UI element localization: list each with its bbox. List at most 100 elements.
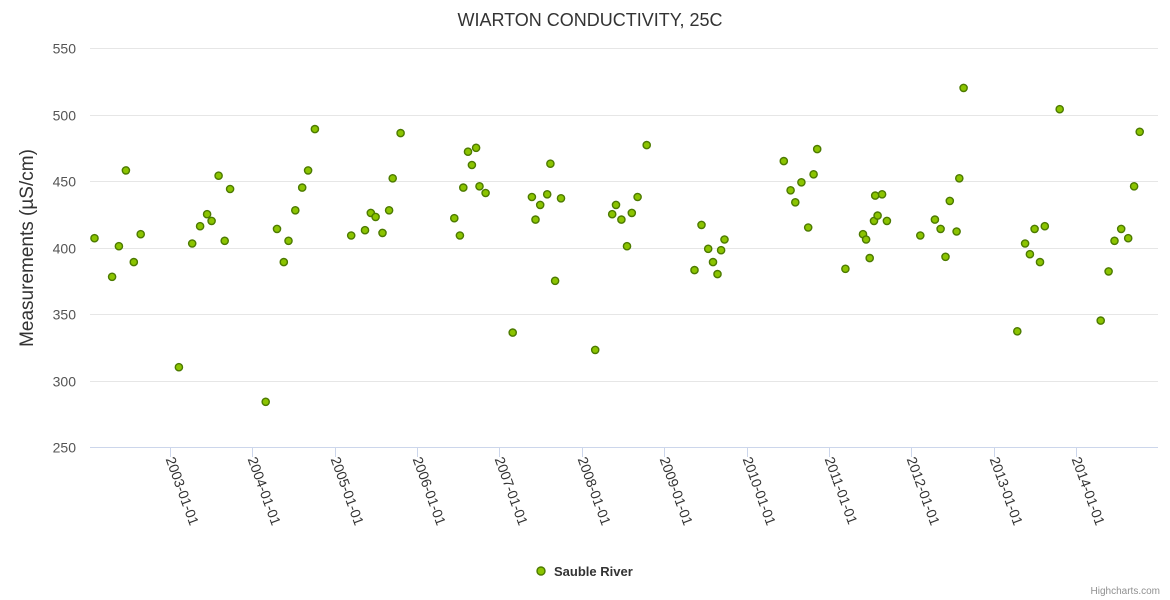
- data-point[interactable]: [797, 177, 806, 187]
- data-point[interactable]: [873, 211, 882, 220]
- data-point[interactable]: [1123, 233, 1133, 243]
- data-point[interactable]: [1020, 239, 1030, 248]
- data-point[interactable]: [627, 208, 637, 218]
- data-point[interactable]: [114, 241, 124, 251]
- data-point[interactable]: [916, 231, 925, 240]
- data-point[interactable]: [384, 205, 394, 215]
- data-point[interactable]: [1104, 267, 1113, 276]
- data-point[interactable]: [791, 197, 800, 207]
- data-point[interactable]: [303, 166, 313, 175]
- data-point[interactable]: [378, 228, 387, 238]
- data-point[interactable]: [396, 128, 405, 138]
- legend[interactable]: Sauble River: [536, 564, 633, 579]
- data-point[interactable]: [1030, 224, 1039, 234]
- data-point[interactable]: [371, 212, 380, 222]
- data-point[interactable]: [882, 216, 892, 226]
- data-point[interactable]: [617, 215, 626, 224]
- data-point[interactable]: [225, 184, 235, 194]
- data-point[interactable]: [187, 239, 197, 248]
- data-point[interactable]: [463, 147, 473, 156]
- data-point[interactable]: [690, 265, 699, 275]
- data-point[interactable]: [1116, 224, 1126, 234]
- data-point[interactable]: [136, 229, 145, 239]
- data-point[interactable]: [346, 231, 356, 240]
- data-point[interactable]: [220, 236, 229, 246]
- data-point[interactable]: [535, 200, 545, 210]
- data-point[interactable]: [930, 215, 940, 224]
- data-point[interactable]: [877, 189, 887, 199]
- data-point[interactable]: [310, 124, 320, 134]
- data-point[interactable]: [1135, 127, 1144, 137]
- data-point[interactable]: [713, 269, 722, 279]
- data-point[interactable]: [279, 257, 289, 267]
- data-point[interactable]: [449, 213, 459, 223]
- data-point[interactable]: [290, 205, 300, 215]
- data-point[interactable]: [214, 171, 223, 180]
- data-point[interactable]: [202, 209, 212, 219]
- data-point[interactable]: [388, 173, 398, 183]
- data-point[interactable]: [556, 193, 566, 203]
- data-point[interactable]: [467, 160, 477, 170]
- data-point[interactable]: [720, 235, 729, 244]
- data-point[interactable]: [481, 188, 490, 198]
- data-point[interactable]: [642, 140, 652, 150]
- data-point[interactable]: [272, 224, 282, 234]
- data-point[interactable]: [471, 143, 481, 153]
- data-point[interactable]: [1040, 221, 1050, 231]
- data-point[interactable]: [786, 185, 795, 195]
- data-point[interactable]: [527, 192, 537, 202]
- data-point[interactable]: [207, 216, 216, 226]
- data-point[interactable]: [812, 144, 822, 154]
- data-point[interactable]: [550, 276, 560, 286]
- data-point[interactable]: [90, 233, 99, 243]
- data-point[interactable]: [803, 223, 813, 232]
- data-point[interactable]: [129, 257, 139, 267]
- data-point[interactable]: [1055, 104, 1064, 114]
- data-point[interactable]: [708, 257, 718, 267]
- data-point[interactable]: [261, 397, 271, 407]
- data-point[interactable]: [955, 173, 964, 183]
- data-point[interactable]: [716, 245, 726, 255]
- data-point[interactable]: [542, 189, 552, 199]
- data-point[interactable]: [841, 264, 850, 274]
- data-point[interactable]: [870, 191, 880, 200]
- data-point[interactable]: [861, 235, 871, 244]
- data-point[interactable]: [508, 328, 518, 337]
- data-point[interactable]: [284, 236, 293, 246]
- data-point[interactable]: [174, 362, 184, 372]
- data-point[interactable]: [633, 192, 642, 202]
- data-point[interactable]: [455, 231, 465, 240]
- data-point[interactable]: [458, 183, 468, 192]
- data-point[interactable]: [952, 227, 961, 236]
- data-point[interactable]: [195, 221, 205, 231]
- data-point[interactable]: [779, 156, 789, 166]
- data-point[interactable]: [546, 159, 555, 168]
- data-point[interactable]: [697, 220, 706, 230]
- data-point[interactable]: [1110, 236, 1119, 246]
- data-point[interactable]: [590, 345, 600, 355]
- data-point[interactable]: [360, 225, 370, 235]
- data-point[interactable]: [945, 196, 955, 206]
- data-point[interactable]: [1035, 257, 1045, 267]
- legend-marker-icon: [536, 566, 546, 576]
- chart-credit[interactable]: Highcharts.com: [1091, 586, 1160, 597]
- data-point[interactable]: [1096, 316, 1105, 325]
- data-point[interactable]: [1129, 181, 1139, 191]
- data-point[interactable]: [475, 181, 484, 191]
- data-point[interactable]: [297, 183, 307, 192]
- data-point[interactable]: [607, 209, 617, 219]
- data-point[interactable]: [622, 241, 632, 251]
- data-point[interactable]: [121, 166, 131, 175]
- data-point[interactable]: [703, 244, 713, 254]
- data-point[interactable]: [959, 83, 968, 93]
- data-point[interactable]: [865, 253, 875, 263]
- data-point[interactable]: [107, 272, 117, 282]
- data-point[interactable]: [611, 200, 621, 210]
- data-point[interactable]: [531, 215, 540, 224]
- legend-item-sauble-river[interactable]: Sauble River: [554, 564, 633, 579]
- data-point[interactable]: [1013, 326, 1022, 336]
- data-point[interactable]: [941, 252, 950, 262]
- data-point[interactable]: [1025, 249, 1035, 259]
- data-point[interactable]: [936, 224, 945, 234]
- data-point[interactable]: [809, 169, 818, 179]
